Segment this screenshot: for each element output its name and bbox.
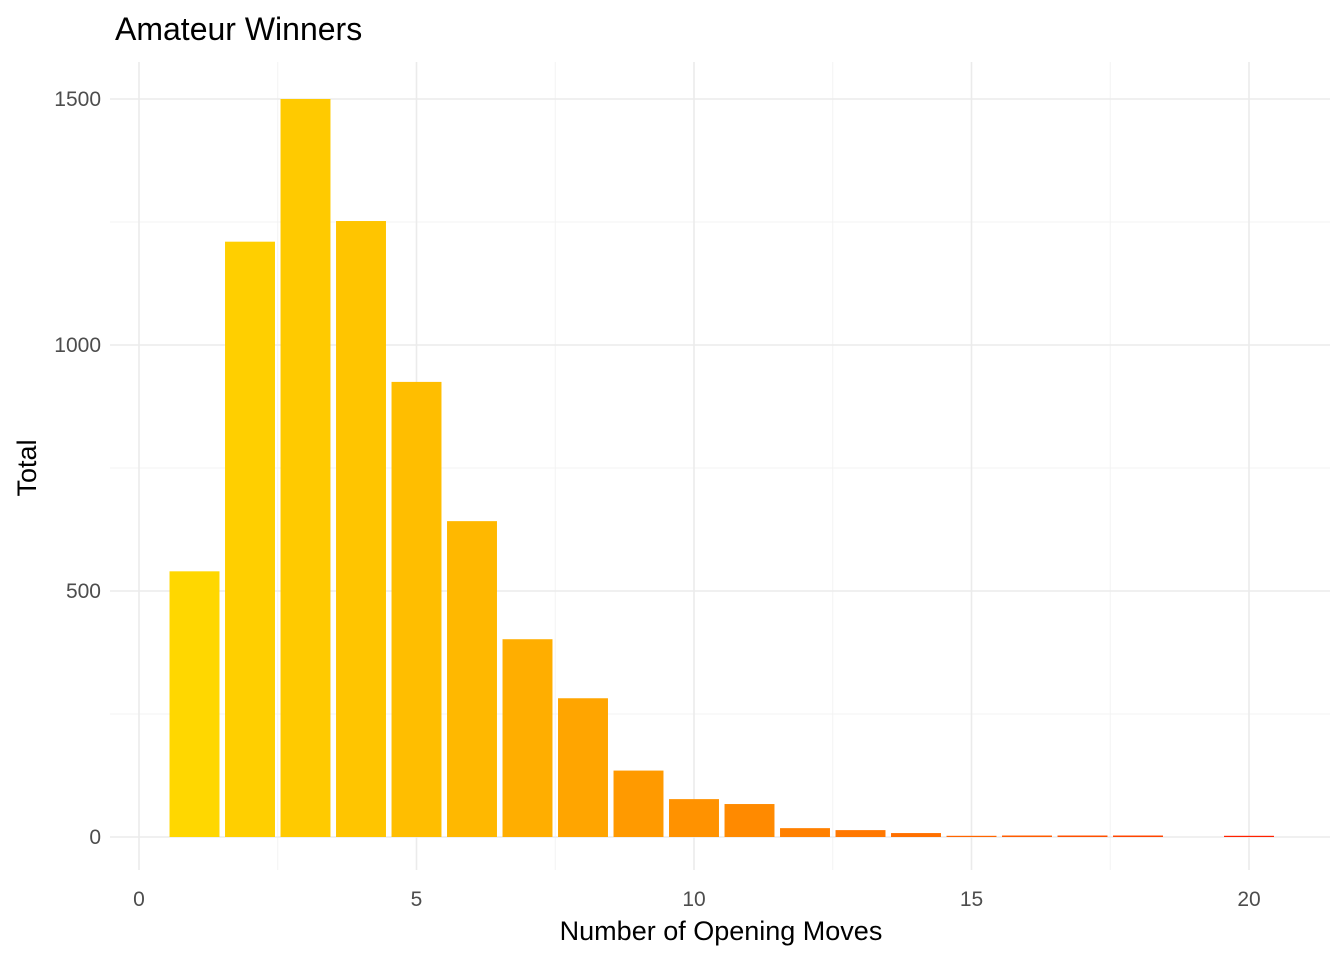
- x-tick-label: 5: [411, 888, 423, 911]
- x-tick-label: 0: [133, 888, 145, 911]
- bar-5: [391, 381, 442, 837]
- x-tick-label: 15: [960, 888, 983, 911]
- x-axis-title: Number of Opening Moves: [560, 916, 883, 946]
- bar-10: [669, 799, 719, 837]
- bar-9: [613, 770, 664, 837]
- x-tick-label: 10: [682, 888, 705, 911]
- y-tick-labels: 0 500 1000 1500: [54, 88, 101, 849]
- bar-15: [946, 835, 997, 837]
- bar-14: [891, 833, 941, 837]
- x-tick-label: 20: [1237, 888, 1260, 911]
- y-tick-label: 1500: [54, 88, 101, 111]
- bar-6: [447, 521, 497, 837]
- bar-18: [1113, 835, 1163, 837]
- bar-16: [1002, 835, 1052, 837]
- bar-4: [336, 221, 386, 838]
- y-axis-title: Total: [12, 439, 42, 496]
- bar-11: [724, 804, 775, 837]
- bar-7: [502, 639, 553, 837]
- y-tick-label: 1000: [54, 334, 101, 357]
- bar-13: [835, 830, 886, 837]
- bar-20: [1224, 835, 1274, 837]
- chart-title: Amateur Winners: [115, 11, 362, 47]
- bar-3: [280, 99, 331, 837]
- x-tick-labels: 0 5 10 15 20: [133, 888, 1261, 911]
- bar-2: [225, 241, 275, 837]
- bar-12: [780, 828, 830, 837]
- bar-1: [169, 571, 220, 837]
- y-tick-label: 500: [66, 580, 101, 603]
- bar-17: [1057, 835, 1108, 837]
- bars: [169, 99, 1274, 838]
- y-tick-label: 0: [89, 826, 101, 849]
- bar-8: [558, 698, 608, 837]
